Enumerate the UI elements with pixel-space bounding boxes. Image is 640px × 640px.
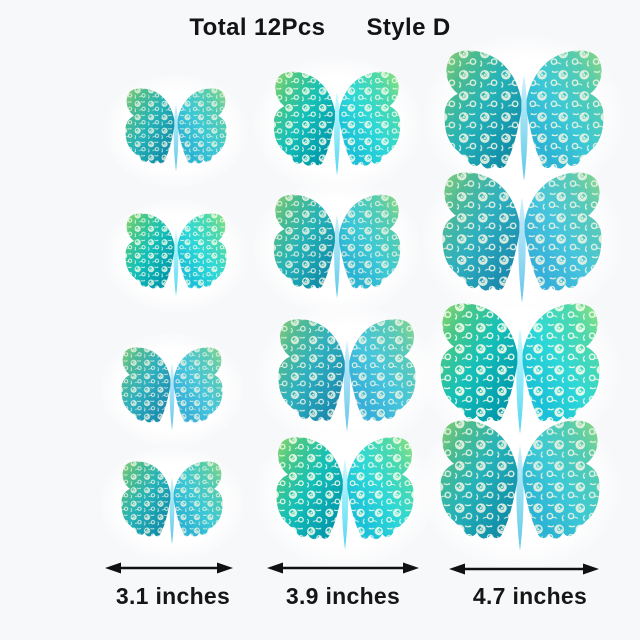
size-label-large: 4.7 inches: [472, 583, 588, 609]
butterfly-decal-small-2: [120, 211, 232, 301]
butterfly-decal-small-3: [116, 345, 228, 435]
size-arrow-small: [105, 562, 233, 574]
size-arrow-medium: [267, 562, 419, 574]
butterfly-decal-medium-4: [269, 434, 421, 556]
style-label: Style D: [366, 14, 451, 41]
butterfly-decal-medium-1: [267, 69, 407, 181]
total-count-label: Total 12Pcs: [189, 14, 326, 41]
butterfly-decal-medium-2: [267, 192, 407, 304]
butterfly-decal-large-1: [436, 47, 612, 188]
butterfly-decal-large-4: [432, 417, 608, 558]
size-label-medium: 3.9 inches: [285, 583, 401, 609]
size-arrow-large: [449, 563, 599, 575]
page-title: Total 12Pcs Style D: [0, 14, 640, 42]
butterfly-decal-small-1: [120, 86, 232, 176]
size-label-small: 3.1 inches: [115, 583, 231, 609]
butterfly-decal-medium-3: [271, 316, 423, 438]
butterfly-decal-small-4: [116, 459, 228, 549]
butterfly-decal-large-2: [434, 169, 610, 310]
